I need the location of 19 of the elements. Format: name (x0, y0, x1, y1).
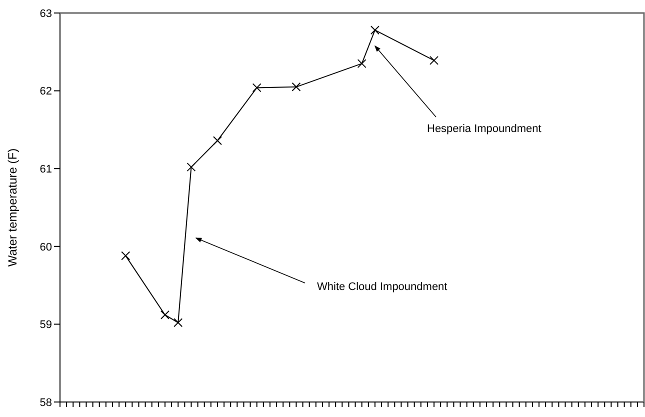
y-tick-label: 63 (40, 8, 52, 20)
point (121, 251, 130, 260)
annotation: White Cloud Impoundment (317, 281, 448, 293)
y-tick-label: 61 (40, 164, 52, 176)
annotation: Hesperia Impoundment (427, 123, 542, 135)
point (174, 318, 183, 328)
point (212, 136, 222, 146)
point (370, 26, 380, 35)
y-tick-label: 58 (40, 396, 52, 409)
y-tick-label: 60 (40, 241, 52, 254)
y-tick-label: 62 (40, 86, 52, 98)
y-axis-title: Water temperature (F) (5, 148, 20, 267)
point (252, 83, 262, 92)
point (430, 56, 439, 65)
point (186, 162, 196, 172)
point (160, 310, 170, 320)
y-tick-label: 59 (40, 319, 52, 332)
point (357, 59, 366, 68)
point (292, 82, 301, 92)
